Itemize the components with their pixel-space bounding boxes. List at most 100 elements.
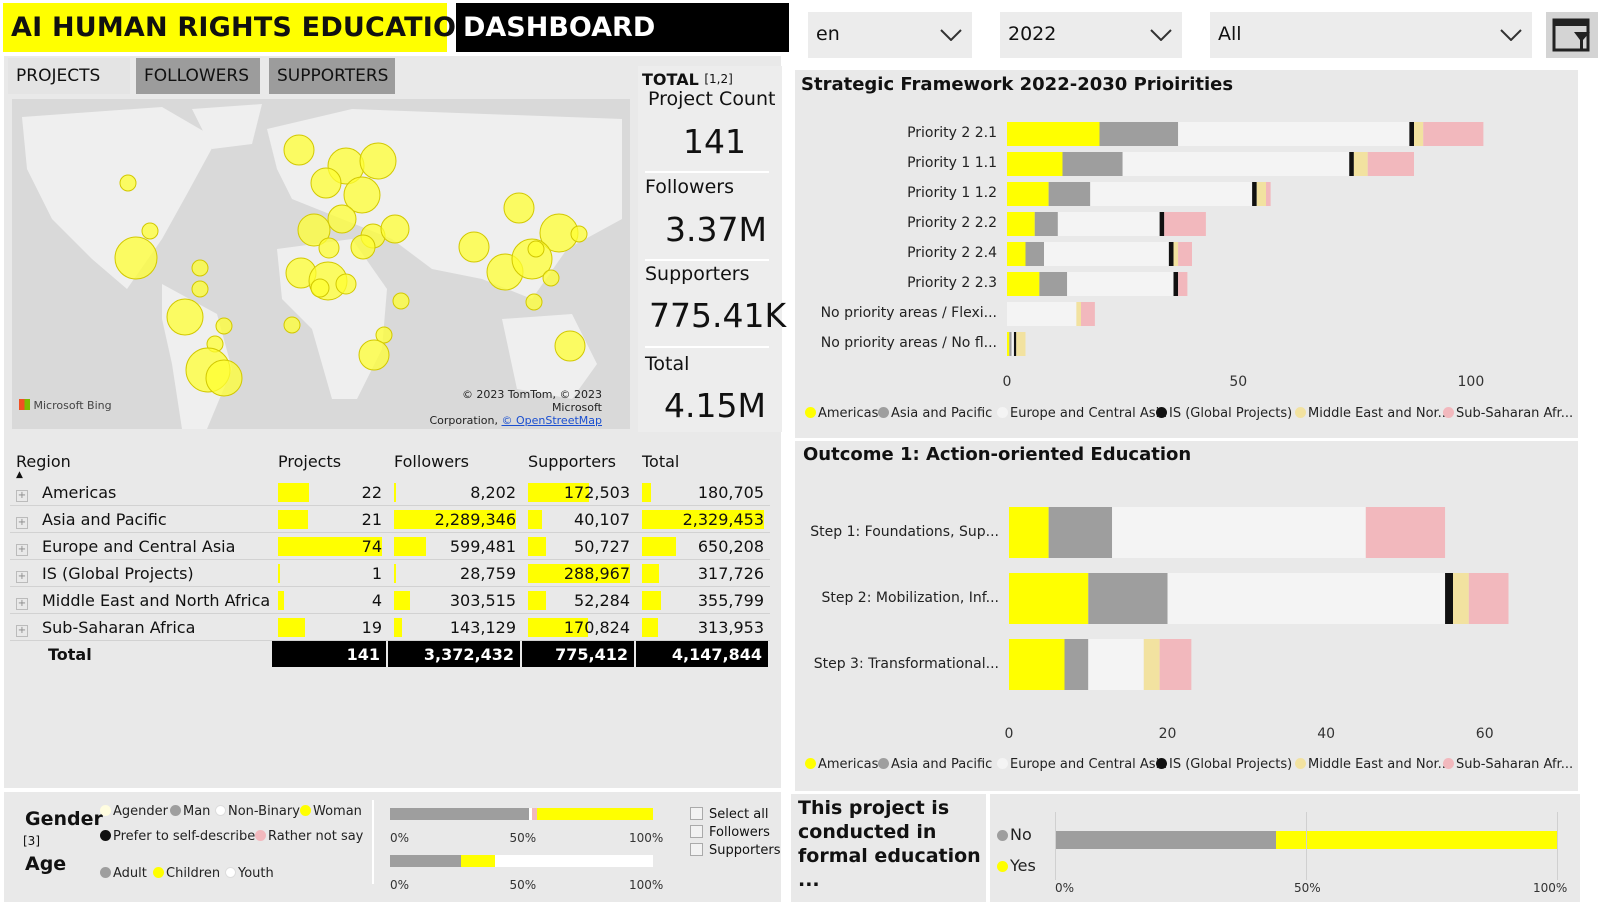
column-header-total[interactable]: Total bbox=[642, 452, 680, 471]
bar-segment[interactable] bbox=[1016, 332, 1026, 356]
bar-segment[interactable] bbox=[1159, 212, 1165, 236]
map-bubble[interactable] bbox=[350, 234, 376, 260]
map-bubble[interactable] bbox=[525, 293, 543, 311]
map-bubble[interactable] bbox=[283, 316, 301, 334]
expand-icon[interactable]: + bbox=[16, 570, 28, 583]
legend-item[interactable]: Sub-Saharan Afr... bbox=[1443, 406, 1573, 421]
legend-item[interactable]: Agender bbox=[100, 804, 168, 819]
map-bubble[interactable] bbox=[359, 142, 397, 180]
table-row[interactable]: + Middle East and North Africa 4 303,515 52,… bbox=[10, 587, 770, 614]
bar-segment[interactable] bbox=[1088, 639, 1144, 690]
map-bubble[interactable] bbox=[392, 292, 410, 310]
checkbox-box[interactable] bbox=[690, 825, 703, 838]
bar-segment[interactable] bbox=[1178, 272, 1188, 296]
legend-item[interactable]: Adult bbox=[100, 866, 147, 881]
filter-pane-button[interactable] bbox=[1546, 12, 1598, 58]
bar-segment[interactable] bbox=[1007, 212, 1035, 236]
map-bubble[interactable] bbox=[119, 174, 137, 192]
bar-segment[interactable] bbox=[532, 808, 538, 820]
map-bubble[interactable] bbox=[458, 231, 490, 263]
map-bubble[interactable] bbox=[503, 192, 535, 224]
table-row[interactable]: + IS (Global Projects) 1 28,759 288,967 317,7… bbox=[10, 560, 770, 587]
bar-segment[interactable] bbox=[1062, 152, 1123, 176]
map-bubble[interactable] bbox=[327, 204, 357, 234]
bar-segment[interactable] bbox=[1167, 573, 1446, 624]
legend-item[interactable]: Asia and Pacific bbox=[878, 406, 992, 421]
column-header-followers[interactable]: Followers bbox=[394, 452, 469, 471]
tab-followers[interactable]: FOLLOWERS bbox=[136, 58, 260, 94]
checkbox-box[interactable] bbox=[690, 807, 703, 820]
bar-segment[interactable] bbox=[1256, 182, 1266, 206]
table-row[interactable]: + Europe and Central Asia 74 599,481 50,727 6… bbox=[10, 533, 770, 560]
bar-segment[interactable] bbox=[1039, 272, 1068, 296]
map-bubble[interactable] bbox=[318, 237, 340, 259]
bar-segment[interactable] bbox=[1067, 272, 1174, 296]
bar-segment[interactable] bbox=[1007, 122, 1100, 146]
legend-item[interactable]: Asia and Pacific bbox=[878, 757, 992, 772]
bar-segment[interactable] bbox=[1048, 182, 1091, 206]
map-bubble[interactable] bbox=[375, 326, 393, 344]
expand-icon[interactable]: + bbox=[16, 597, 28, 610]
bar-segment[interactable] bbox=[1007, 182, 1049, 206]
bar-segment[interactable] bbox=[1009, 332, 1012, 356]
bar-segment[interactable] bbox=[1090, 182, 1253, 206]
table-row[interactable]: + Sub-Saharan Africa 19 143,129 170,824 313,9… bbox=[10, 614, 770, 641]
map-bubble[interactable] bbox=[570, 225, 588, 243]
bar-segment[interactable] bbox=[1007, 152, 1063, 176]
legend-item[interactable]: Woman bbox=[300, 804, 362, 819]
expand-icon[interactable]: + bbox=[16, 489, 28, 502]
scope-dropdown[interactable]: All bbox=[1210, 12, 1532, 58]
map-bubble[interactable] bbox=[358, 339, 390, 371]
map-bubble[interactable] bbox=[527, 240, 545, 258]
map-bubble[interactable] bbox=[166, 298, 204, 336]
bar-segment[interactable] bbox=[1164, 212, 1206, 236]
bar-segment[interactable] bbox=[1009, 573, 1089, 624]
world-map[interactable]: © 2023 TomTom, © 2023 Microsoft Corporat… bbox=[12, 99, 630, 429]
bar-segment[interactable] bbox=[390, 855, 461, 867]
legend-item[interactable]: Sub-Saharan Afr... bbox=[1443, 757, 1573, 772]
map-bubble[interactable] bbox=[554, 330, 586, 362]
bar-segment[interactable] bbox=[1013, 332, 1017, 356]
map-bubble[interactable] bbox=[335, 273, 357, 295]
bar-segment[interactable] bbox=[1007, 242, 1026, 266]
bar-segment[interactable] bbox=[495, 855, 653, 867]
bar-segment[interactable] bbox=[1252, 182, 1257, 206]
bar-segment[interactable] bbox=[1007, 332, 1010, 356]
bar-segment[interactable] bbox=[1057, 212, 1160, 236]
map-bubble[interactable] bbox=[310, 278, 330, 298]
bar-segment[interactable] bbox=[1007, 272, 1040, 296]
legend-item[interactable]: No bbox=[997, 825, 1032, 844]
bar-segment[interactable] bbox=[390, 808, 530, 820]
checkbox-box[interactable] bbox=[690, 843, 703, 856]
formal-education-bar[interactable] bbox=[1055, 831, 1557, 849]
bar-segment[interactable] bbox=[1159, 639, 1192, 690]
bar-segment[interactable] bbox=[1423, 122, 1484, 146]
map-bubble[interactable] bbox=[215, 317, 233, 335]
bar-segment[interactable] bbox=[1011, 332, 1014, 356]
bar-segment[interactable] bbox=[1044, 242, 1169, 266]
expand-icon[interactable]: + bbox=[16, 624, 28, 637]
map-bubble[interactable] bbox=[191, 280, 209, 298]
bar-segment[interactable] bbox=[1173, 242, 1179, 266]
map-bubble[interactable] bbox=[542, 269, 560, 287]
map-bubble[interactable] bbox=[310, 167, 342, 199]
legend-item[interactable]: IS (Global Projects) bbox=[1156, 406, 1292, 421]
legend-item[interactable]: Americas bbox=[805, 406, 878, 421]
bar-segment[interactable] bbox=[1168, 242, 1174, 266]
bar-segment[interactable] bbox=[1353, 152, 1368, 176]
bar-segment[interactable] bbox=[1122, 152, 1350, 176]
bar-segment[interactable] bbox=[1088, 573, 1168, 624]
tab-supporters[interactable]: SUPPORTERS bbox=[269, 58, 395, 94]
legend-item[interactable]: Middle East and Nor... bbox=[1295, 757, 1450, 772]
bar-segment[interactable] bbox=[1099, 122, 1179, 146]
bar-segment[interactable] bbox=[1365, 507, 1446, 558]
checkbox-select-all[interactable]: Select all bbox=[690, 806, 781, 824]
bar-segment[interactable] bbox=[1468, 573, 1509, 624]
language-dropdown[interactable]: en bbox=[808, 12, 972, 58]
legend-item[interactable]: Prefer to self-describe bbox=[100, 829, 255, 844]
bar-segment[interactable] bbox=[461, 855, 496, 867]
column-header-region[interactable]: Region ▲ bbox=[10, 448, 272, 480]
tab-projects[interactable]: PROJECTS bbox=[8, 58, 130, 94]
legend-item[interactable]: Rather not say bbox=[255, 829, 363, 844]
bar-segment[interactable] bbox=[1048, 507, 1113, 558]
